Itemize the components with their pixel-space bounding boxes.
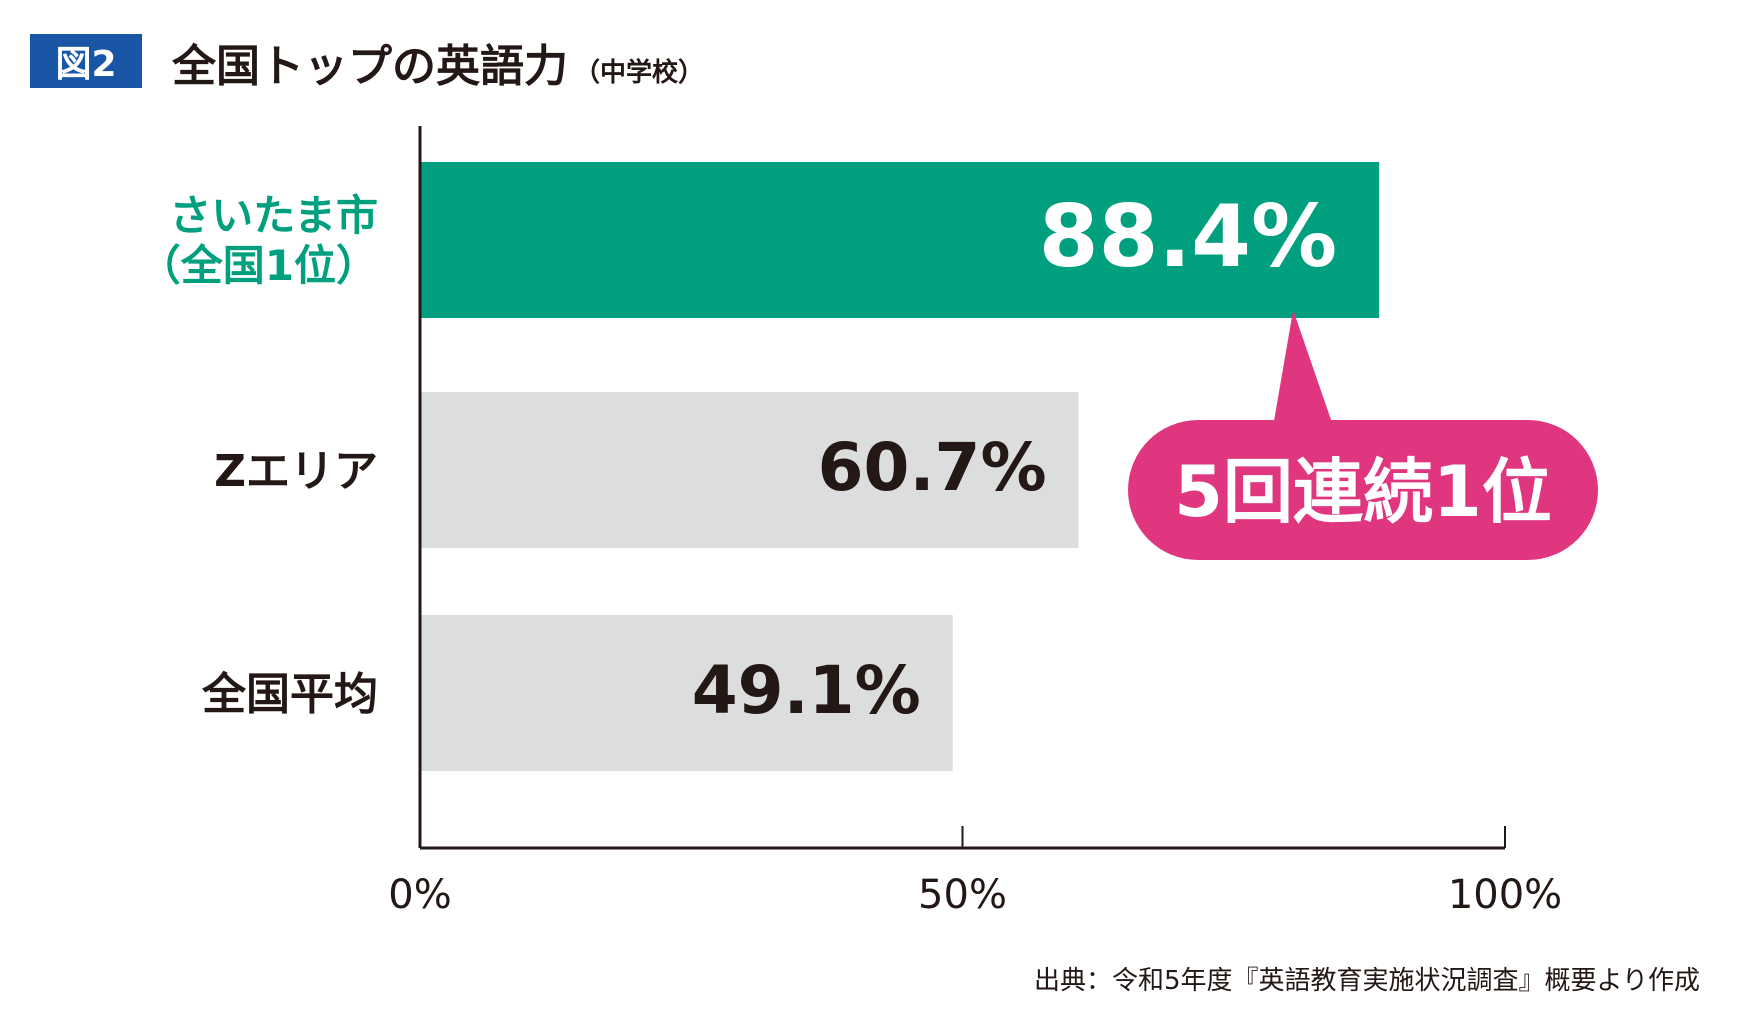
category-label-2-0: 全国平均 (201, 669, 378, 720)
callout-pointer (1273, 310, 1334, 426)
labels-layer: 88.4% さいたま市（全国1位） 60.7% Zエリア 49.1% 全国平均 (139, 187, 1337, 729)
axis-layer: 0% 50% 100% (388, 126, 1562, 918)
chart-title: 全国トップの英語力 (172, 41, 568, 92)
value-label-2: 49.1% (692, 652, 921, 729)
bar-2 (420, 615, 953, 771)
callout-text: 5回連続1位 (1174, 451, 1551, 533)
source-note: 出典：令和5年度『英語教育実施状況調査』概要より作成 (1033, 966, 1700, 996)
callout-layer: 5回連続1位 (1128, 310, 1598, 560)
value-label-0: 88.4% (1039, 187, 1337, 287)
value-label-1: 60.7% (818, 429, 1047, 506)
callout-bubble (1128, 420, 1598, 560)
bar-1 (420, 392, 1079, 548)
bars-layer (420, 162, 1380, 771)
x-tick-label-1: 50% (918, 872, 1007, 918)
category-label-0-0: さいたま市 (169, 191, 378, 240)
bar-0 (420, 162, 1380, 318)
chart-subtitle: （中学校） (574, 58, 705, 88)
figure-label: 図2 (30, 34, 142, 88)
category-label-0-1: （全国1位） (139, 241, 378, 290)
category-label-1-0: Zエリア (214, 446, 378, 497)
chart-title-group: 全国トップの英語力 （中学校） (172, 30, 704, 92)
x-tick-label-2: 100% (1448, 872, 1562, 918)
x-tick-label-0: 0% (388, 872, 451, 918)
